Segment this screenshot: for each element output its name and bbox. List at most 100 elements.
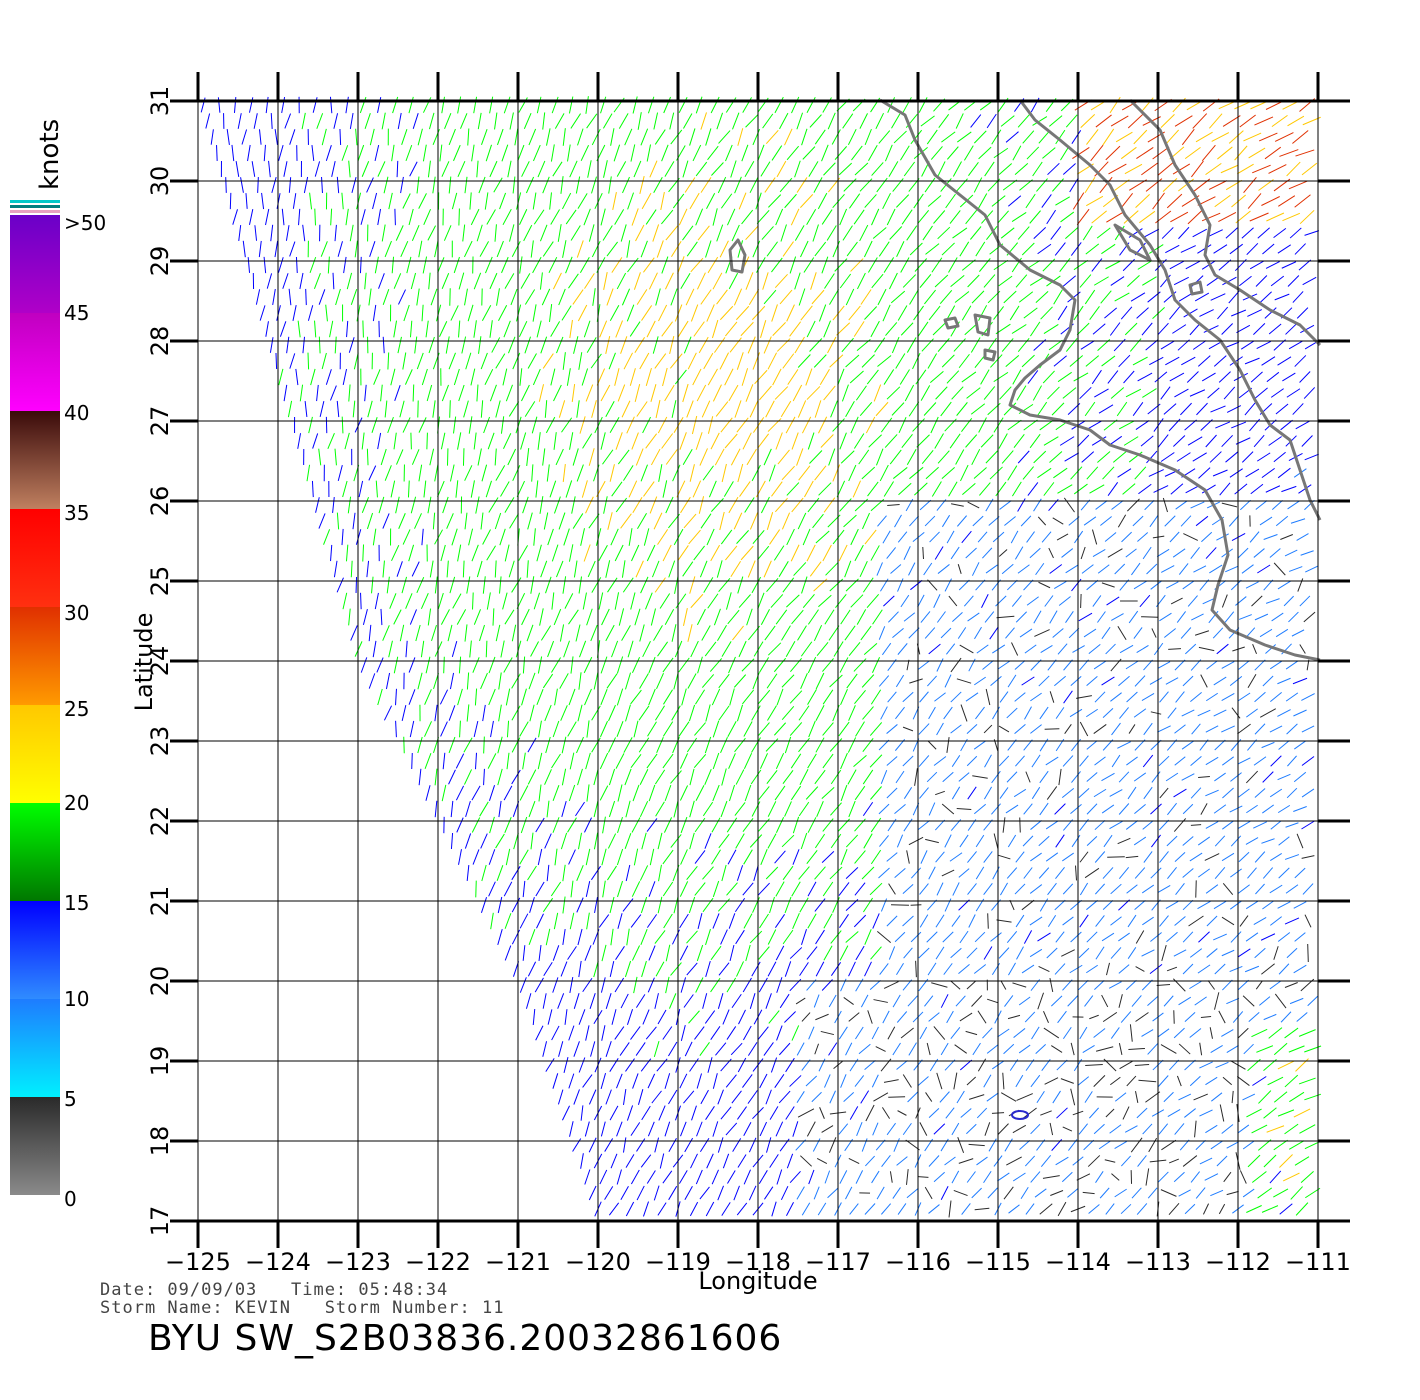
- wind-vector: [418, 464, 423, 482]
- wind-vector: [358, 480, 364, 498]
- wind-vector: [508, 401, 520, 417]
- wind-vector: [1231, 532, 1246, 542]
- wind-vector: [722, 1009, 730, 1025]
- wind-vector: [932, 322, 946, 336]
- wind-vector: [740, 545, 754, 561]
- wind-vector: [800, 832, 808, 850]
- wind-vector: [782, 241, 794, 257]
- wind-vector: [526, 448, 530, 466]
- wind-vector: [507, 160, 512, 178]
- wind-vector: [854, 882, 866, 896]
- wind-vector: [1086, 899, 1098, 911]
- wind-vector: [1150, 803, 1162, 815]
- wind-vector: [908, 562, 916, 576]
- wind-vector: [883, 981, 899, 989]
- wind-vector: [669, 112, 675, 130]
- wind-vector: [1292, 677, 1308, 685]
- wind-vector: [774, 914, 786, 928]
- wind-vector: [668, 993, 677, 1009]
- wind-vector: [1105, 643, 1116, 655]
- wind-vector: [1277, 1109, 1295, 1117]
- wind-vector: [873, 384, 882, 402]
- wind-vector: [402, 417, 411, 433]
- wind-vector: [487, 432, 495, 450]
- wind-vector: [878, 739, 890, 751]
- wind-vector: [1130, 1137, 1143, 1153]
- wind-vector: [1043, 323, 1059, 335]
- wind-vector: [258, 240, 262, 258]
- wind-vector: [792, 849, 800, 865]
- wind-vector: [647, 1121, 655, 1137]
- wind-vector: [690, 593, 704, 609]
- wind-vector: [954, 1044, 967, 1054]
- wind-vector: [616, 656, 624, 674]
- wind-vector: [922, 546, 925, 560]
- wind-vector: [863, 240, 873, 258]
- wind-vector: [957, 564, 962, 574]
- wind-vector: [423, 208, 432, 226]
- wind-vector: [1127, 113, 1144, 129]
- wind-vector: [453, 416, 457, 434]
- wind-vector: [1184, 1108, 1196, 1118]
- wind-vector: [689, 832, 695, 850]
- wind-vector: [561, 305, 572, 321]
- wind-vector: [1134, 804, 1146, 814]
- wind-vector: [853, 914, 867, 928]
- wind-vector: [648, 881, 656, 897]
- wind-vector: [785, 1057, 795, 1073]
- wind-vector: [614, 592, 620, 610]
- wind-vector: [1187, 595, 1198, 607]
- wind-vector: [1218, 100, 1236, 110]
- wind-vector: [807, 753, 817, 769]
- wind-vector: [775, 817, 785, 833]
- wind-vector: [561, 417, 573, 433]
- wind-vector: [941, 242, 955, 256]
- wind-vector: [584, 1169, 591, 1185]
- wind-vector: [303, 176, 309, 194]
- wind-vector: [444, 113, 452, 129]
- wind-vector: [780, 1185, 789, 1201]
- wind-vector: [1041, 531, 1052, 543]
- wind-vector: [535, 1025, 544, 1041]
- wind-vector: [377, 96, 382, 114]
- wind-vector: [1021, 676, 1035, 686]
- wind-vector: [1147, 1043, 1159, 1055]
- wind-vector: [736, 530, 749, 544]
- wind-vector: [1182, 836, 1194, 846]
- wind-vector: [639, 673, 649, 689]
- wind-vector: [356, 304, 361, 322]
- wind-vector: [1078, 788, 1090, 798]
- wind-vector: [688, 1010, 700, 1024]
- wind-vector: [528, 800, 536, 818]
- wind-vector: [686, 962, 698, 976]
- wind-vector: [775, 208, 784, 226]
- wind-vector: [1043, 1027, 1060, 1039]
- wind-vector: [876, 931, 892, 943]
- wind-vector: [728, 784, 736, 802]
- wind-vector: [486, 209, 496, 225]
- wind-vector: [845, 931, 859, 943]
- wind-vector: [698, 496, 705, 514]
- wind-vector: [1049, 1122, 1054, 1136]
- wind-vector: [758, 946, 770, 960]
- wind-vector: [1129, 1024, 1133, 1042]
- wind-vector: [1183, 533, 1199, 541]
- wind-vector: [1149, 244, 1164, 254]
- wind-vector: [1245, 581, 1259, 589]
- wind-vector: [476, 224, 483, 242]
- wind-vector: [1184, 1203, 1196, 1215]
- wind-vector: [1205, 756, 1219, 766]
- wind-vector: [527, 512, 533, 530]
- wind-vector: [306, 464, 311, 482]
- wind-vector: [609, 1058, 619, 1072]
- wind-vector: [1149, 514, 1159, 528]
- wind-vector: [889, 272, 898, 290]
- wind-vector: [1141, 162, 1158, 176]
- wind-vector: [887, 503, 900, 507]
- wind-vector: [528, 128, 537, 146]
- wind-vector: [875, 448, 884, 466]
- wind-vector: [1030, 321, 1041, 337]
- wind-vector: [781, 834, 795, 848]
- wind-vector: [658, 864, 662, 882]
- wind-vector: [1270, 916, 1282, 926]
